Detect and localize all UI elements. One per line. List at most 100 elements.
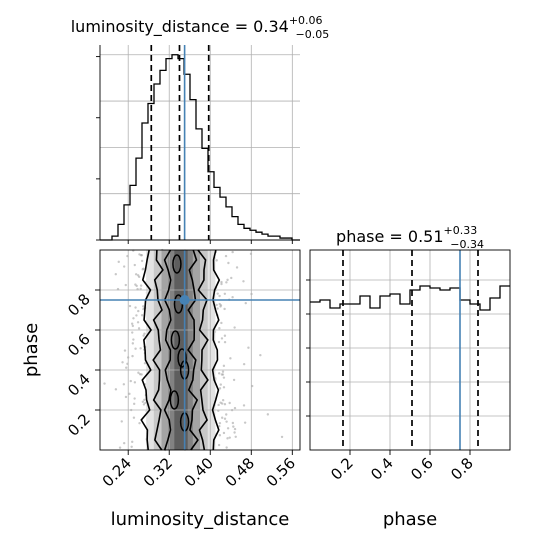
joint-sample-point xyxy=(142,267,145,270)
joint-sample-point xyxy=(138,421,141,425)
joint-sample-point xyxy=(218,372,221,375)
joint-sample-point xyxy=(259,353,262,357)
joint-sample-point xyxy=(133,263,136,267)
joint-sample-point xyxy=(131,342,135,345)
joint-sample-point xyxy=(132,416,136,419)
joint-sample-point xyxy=(136,321,140,324)
joint-sample-point xyxy=(132,402,136,406)
joint-sample-point xyxy=(234,435,237,438)
phase-histogram-panel: 0.2 0.4 0.6 0.8 phase = 0.51+0.33 −0.34 phas… xyxy=(306,224,511,530)
joint-y-ticks: 0.2 0.4 0.6 0.8 xyxy=(64,289,100,440)
joint-sample-point xyxy=(133,381,137,384)
joint-sample-point xyxy=(217,403,220,407)
joint-sample-point xyxy=(218,425,221,428)
lum-hist-y-ticks xyxy=(96,56,100,241)
joint-sample-point xyxy=(142,334,145,337)
joint-xtick-label-3: 0.48 xyxy=(222,454,258,490)
joint-contour-line-0 xyxy=(140,249,153,451)
phase-xtick-label-1: 0.4 xyxy=(367,454,397,484)
joint-sample-point xyxy=(225,420,228,423)
joint-sample-point xyxy=(122,441,126,445)
phase-hist-x-ticks: 0.2 0.4 0.6 0.8 xyxy=(327,450,477,484)
joint-sample-point xyxy=(114,388,118,391)
joint-sample-point xyxy=(132,317,135,320)
joint-ytick-label-2: 0.6 xyxy=(64,330,94,360)
joint-sample-point xyxy=(227,261,230,265)
joint-sample-point xyxy=(140,259,144,263)
lum-hist-grid xyxy=(100,45,300,240)
joint-sample-point xyxy=(216,307,219,310)
joint-sample-point xyxy=(242,280,245,283)
joint-sample-point xyxy=(220,321,223,325)
joint-sample-point xyxy=(134,347,137,350)
joint-xtick-label-1: 0.32 xyxy=(140,454,176,490)
joint-sample-point xyxy=(137,371,140,374)
joint-sample-point xyxy=(266,413,270,416)
joint-sample-point xyxy=(124,395,128,399)
joint-sample-point xyxy=(144,401,147,405)
joint-sample-point xyxy=(131,440,134,444)
joint-sample-point xyxy=(220,337,224,340)
joint-sample-point xyxy=(247,346,250,349)
joint-sample-point xyxy=(128,304,132,308)
joint-sample-point xyxy=(139,284,143,287)
joint-sample-point xyxy=(223,403,227,406)
joint-sample-point xyxy=(232,425,235,428)
joint-sample-point xyxy=(235,266,239,269)
joint-sample-point xyxy=(231,296,234,299)
joint-sample-point xyxy=(225,281,228,284)
joint-sample-point xyxy=(228,401,231,405)
joint-sample-point xyxy=(221,373,225,376)
lum-hist-title: luminosity_distance = 0.34+0.06 −0.05 xyxy=(71,14,330,41)
joint-xtick-label-4: 0.56 xyxy=(263,454,299,490)
joint-contour-lines xyxy=(140,249,221,451)
joint-sample-point xyxy=(143,398,146,402)
joint-sample-point xyxy=(228,436,231,439)
joint-sample-point xyxy=(217,443,221,447)
joint-sample-point xyxy=(223,307,226,311)
joint-sample-point xyxy=(139,287,142,291)
joint-sample-point xyxy=(222,386,226,389)
phase-xtick-label-2: 0.6 xyxy=(407,454,437,484)
joint-sample-point xyxy=(243,421,247,424)
joint-sample-point xyxy=(134,273,138,276)
joint-sample-point xyxy=(223,417,227,420)
joint-sample-point xyxy=(229,357,232,360)
phase-hist-y-ticks xyxy=(306,279,310,417)
lum-hist-quantile-lines xyxy=(150,45,210,240)
joint-sample-point xyxy=(217,340,221,344)
joint-sample-point xyxy=(221,370,225,373)
joint-sample-point xyxy=(221,399,225,402)
joint-sample-point xyxy=(220,280,223,284)
joint-sample-point xyxy=(223,292,227,296)
joint-sample-point xyxy=(218,302,221,306)
joint-sample-point xyxy=(128,392,131,396)
lum-hist-x-ticks xyxy=(127,240,293,244)
phase-x-axis-label: phase xyxy=(383,509,437,530)
joint-sample-point xyxy=(226,278,229,282)
joint-sample-point xyxy=(244,301,247,305)
joint-sample-point xyxy=(129,379,132,383)
joint-sample-point xyxy=(218,421,222,425)
joint-sample-point xyxy=(121,361,124,364)
joint-sample-point xyxy=(218,387,222,390)
joint-sample-point xyxy=(137,275,141,279)
joint-sample-point xyxy=(224,254,228,258)
joint-x-axis-label: luminosity_distance xyxy=(111,509,290,530)
phase-hist-title: phase = 0.51+0.33 −0.34 xyxy=(336,224,484,251)
joint-sample-point xyxy=(232,378,236,382)
joint-sample-point xyxy=(233,406,237,410)
joint-sample-point xyxy=(135,314,138,317)
joint-sample-point xyxy=(216,292,219,295)
luminosity-distance-histogram-panel: luminosity_distance = 0.34+0.06 −0.05 xyxy=(71,14,330,244)
joint-sample-point xyxy=(122,383,126,386)
joint-sample-point xyxy=(215,259,218,262)
joint-inner-contour-0 xyxy=(172,254,182,274)
phase-hist-quantile-lines xyxy=(342,250,479,450)
joint-sample-point xyxy=(219,401,222,404)
joint-ytick-label-3: 0.8 xyxy=(64,290,94,320)
joint-sample-point xyxy=(117,260,120,264)
joint-truth-marker xyxy=(179,295,190,305)
joint-sample-point xyxy=(231,250,234,254)
joint-border xyxy=(99,249,301,451)
